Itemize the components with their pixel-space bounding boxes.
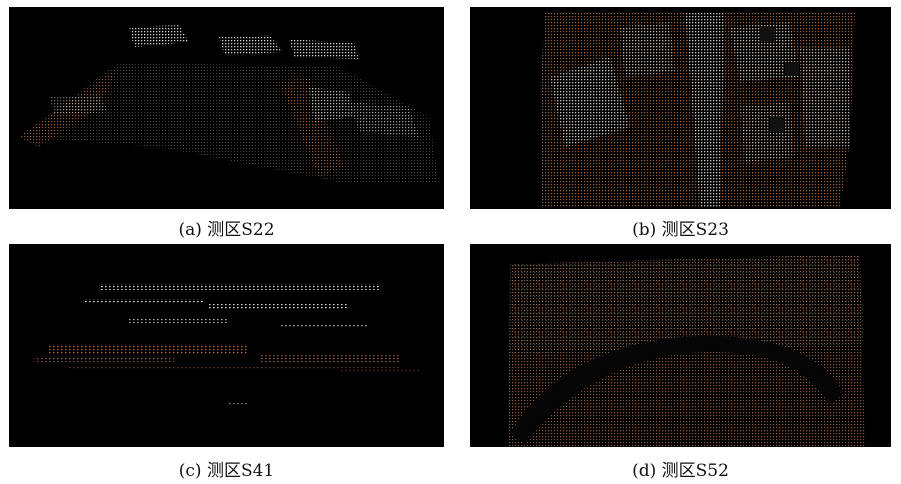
point-cloud-panel-c [9, 244, 444, 447]
point-cloud-image-b [540, 12, 855, 207]
panel-b-caption: (b) 测区S23 [632, 220, 729, 240]
point-cloud-panel-b [470, 7, 891, 209]
point-cloud-image-a [19, 25, 439, 182]
point-cloud-panel-d [470, 244, 891, 447]
point-cloud-image-d [508, 254, 865, 447]
panel-a-caption: (a) 测区S22 [178, 220, 275, 240]
panel-d-caption: (d) 测区S52 [632, 461, 729, 481]
point-cloud-image-c [34, 284, 419, 405]
panel-c-caption: (c) 测区S41 [178, 461, 275, 481]
point-cloud-panel-a [9, 7, 444, 209]
